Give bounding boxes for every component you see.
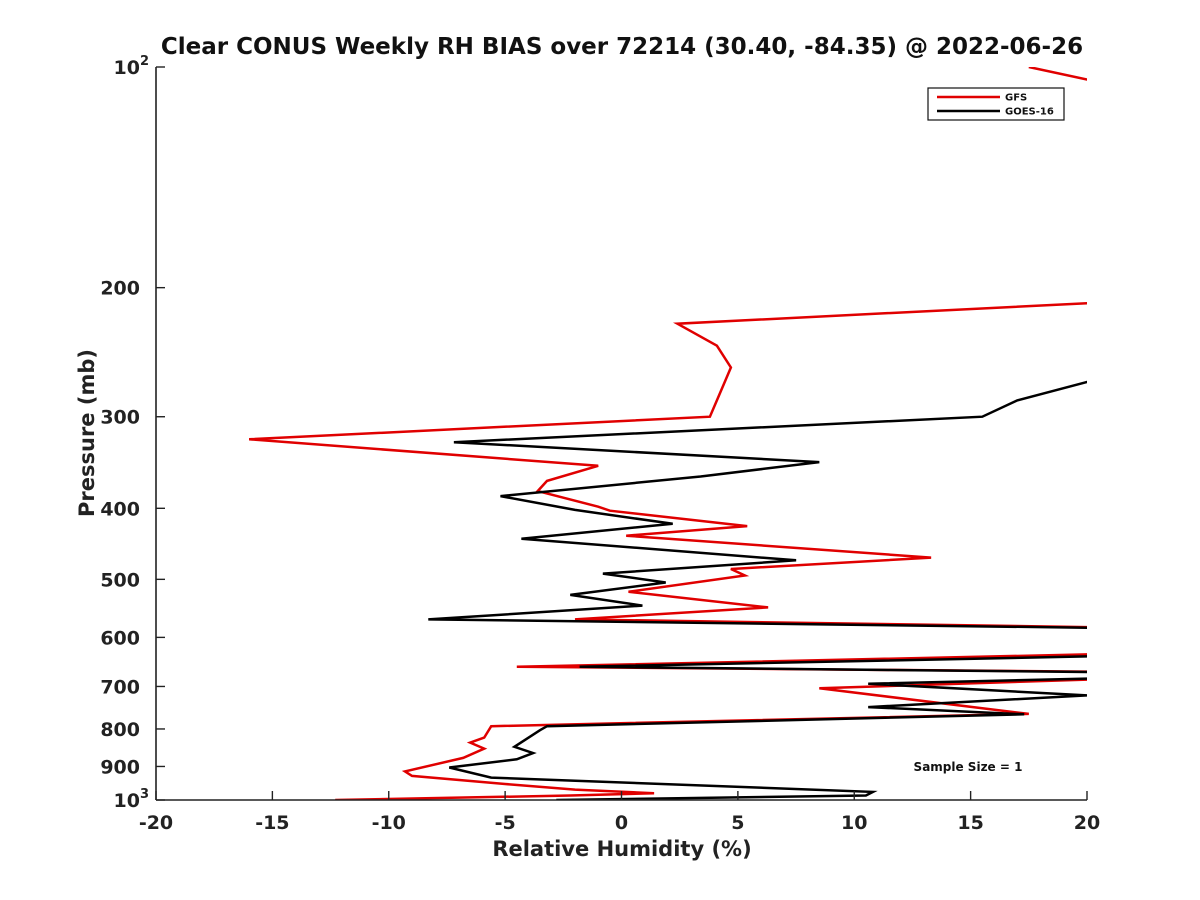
sample-size-annotation: Sample Size = 1 [914,760,1023,774]
x-tick-label: -5 [495,812,516,834]
legend-box [927,87,1065,121]
chart-title: Clear CONUS Weekly RH BIAS over 72214 (3… [161,34,1083,60]
y-tick-label: 900 [100,756,140,778]
y-tick-label: 400 [100,498,140,520]
y-tick-label: 102 [114,54,150,79]
y-tick-label: 600 [100,627,140,649]
x-ticks: -20 -15 -10 -5 0 5 10 15 20 [139,791,1100,834]
x-tick-label: -15 [255,812,289,834]
legend-label-gfs: GFS [1005,93,1027,104]
y-tick-label: 700 [100,676,140,698]
x-tick-label: 15 [957,812,983,834]
x-tick-label: 20 [1074,812,1100,834]
y-tick-label: 800 [100,719,140,741]
x-tick-label: 0 [615,812,628,834]
y-tick-label: 500 [100,569,140,591]
legend-label-goes16: GOES-16 [1005,107,1054,118]
legend: GFS GOES-16 [927,87,1065,121]
y-tick-label: 200 [100,278,140,300]
y-tick-label: 103 [114,787,150,812]
series-line-goes16 [428,380,1087,800]
x-tick-label: 5 [731,812,744,834]
y-ticks: 102 200 300 400 500 600 700 800 900 103 [100,54,165,812]
series-layer [249,67,1087,800]
x-tick-label: -20 [139,812,173,834]
x-tick-label: -10 [372,812,406,834]
y-axis-label: Pressure (mb) [75,349,99,517]
y-tick-label: 300 [100,407,140,429]
x-axis-label: Relative Humidity (%) [492,837,751,861]
series-line-gfs [249,67,1087,800]
x-tick-label: 10 [841,812,867,834]
